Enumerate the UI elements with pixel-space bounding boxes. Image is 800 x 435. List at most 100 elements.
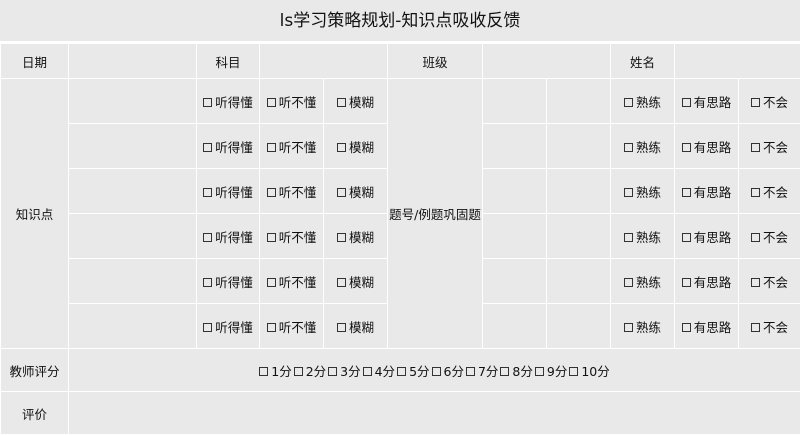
checkbox-option[interactable]: 不会 (750, 182, 788, 201)
checkbox-icon[interactable] (623, 232, 633, 242)
checkbox-icon[interactable] (203, 142, 213, 152)
checkbox-option[interactable]: 模糊 (336, 272, 374, 291)
checkbox-icon[interactable] (681, 232, 691, 242)
checkbox-option[interactable]: 不会 (750, 272, 788, 291)
checkbox-option[interactable]: 听不懂 (266, 317, 316, 336)
score-option[interactable]: 10分 (569, 364, 610, 379)
checkbox-icon[interactable] (500, 366, 510, 376)
exercise-field[interactable] (482, 78, 547, 124)
checkbox-icon[interactable] (266, 142, 276, 152)
checkbox-option[interactable]: 听不懂 (266, 92, 316, 111)
checkbox-option[interactable]: 听得懂 (203, 137, 253, 156)
checkbox-option[interactable]: 有思路 (681, 92, 731, 111)
checkbox-icon[interactable] (750, 142, 760, 152)
exercise-field[interactable] (546, 168, 611, 214)
checkbox-icon[interactable] (336, 322, 346, 332)
checkbox-option[interactable]: 不会 (750, 92, 788, 111)
checkbox-icon[interactable] (681, 187, 691, 197)
checkbox-option[interactable]: 熟练 (623, 92, 661, 111)
checkbox-icon[interactable] (336, 277, 346, 287)
checkbox-option[interactable]: 不会 (750, 227, 788, 246)
checkbox-icon[interactable] (750, 277, 760, 287)
score-option[interactable]: 1分 (259, 364, 292, 379)
checkbox-icon[interactable] (293, 366, 303, 376)
checkbox-option[interactable]: 听得懂 (203, 317, 253, 336)
checkbox-icon[interactable] (336, 232, 346, 242)
score-option[interactable]: 9分 (534, 364, 567, 379)
checkbox-option[interactable]: 熟练 (623, 272, 661, 291)
checkbox-icon[interactable] (465, 366, 475, 376)
score-option[interactable]: 3分 (328, 364, 361, 379)
checkbox-icon[interactable] (623, 97, 633, 107)
knowledge-point-field[interactable] (68, 78, 197, 124)
exercise-field[interactable] (482, 168, 547, 214)
exercise-field[interactable] (482, 258, 547, 304)
checkbox-option[interactable]: 听得懂 (203, 92, 253, 111)
checkbox-option[interactable]: 熟练 (623, 182, 661, 201)
checkbox-icon[interactable] (681, 142, 691, 152)
checkbox-option[interactable]: 听得懂 (203, 227, 253, 246)
checkbox-icon[interactable] (203, 187, 213, 197)
checkbox-option[interactable]: 不会 (750, 137, 788, 156)
checkbox-icon[interactable] (750, 322, 760, 332)
checkbox-icon[interactable] (750, 232, 760, 242)
checkbox-icon[interactable] (362, 366, 372, 376)
exercise-field[interactable] (546, 213, 611, 259)
name-field[interactable] (674, 43, 800, 79)
checkbox-icon[interactable] (336, 142, 346, 152)
knowledge-point-field[interactable] (68, 213, 197, 259)
exercise-field[interactable] (482, 123, 547, 169)
checkbox-icon[interactable] (203, 277, 213, 287)
checkbox-option[interactable]: 模糊 (336, 317, 374, 336)
checkbox-icon[interactable] (623, 187, 633, 197)
checkbox-icon[interactable] (623, 277, 633, 287)
checkbox-icon[interactable] (623, 142, 633, 152)
checkbox-icon[interactable] (397, 366, 407, 376)
checkbox-icon[interactable] (750, 97, 760, 107)
checkbox-icon[interactable] (750, 187, 760, 197)
exercise-field[interactable] (546, 78, 611, 124)
checkbox-icon[interactable] (203, 232, 213, 242)
checkbox-option[interactable]: 有思路 (681, 227, 731, 246)
checkbox-icon[interactable] (266, 322, 276, 332)
checkbox-option[interactable]: 模糊 (336, 227, 374, 246)
exercise-field[interactable] (482, 213, 547, 259)
checkbox-option[interactable]: 有思路 (681, 317, 731, 336)
knowledge-point-field[interactable] (68, 258, 197, 304)
checkbox-icon[interactable] (681, 97, 691, 107)
checkbox-icon[interactable] (259, 366, 269, 376)
checkbox-icon[interactable] (431, 366, 441, 376)
checkbox-icon[interactable] (336, 187, 346, 197)
checkbox-option[interactable]: 熟练 (623, 317, 661, 336)
checkbox-icon[interactable] (203, 97, 213, 107)
checkbox-option[interactable]: 听不懂 (266, 182, 316, 201)
evaluation-field[interactable] (68, 391, 800, 435)
score-option[interactable]: 8分 (500, 364, 533, 379)
checkbox-icon[interactable] (266, 187, 276, 197)
class-field[interactable] (482, 43, 611, 79)
score-option[interactable]: 5分 (397, 364, 430, 379)
checkbox-icon[interactable] (336, 97, 346, 107)
checkbox-option[interactable]: 有思路 (681, 137, 731, 156)
checkbox-icon[interactable] (266, 97, 276, 107)
checkbox-option[interactable]: 有思路 (681, 182, 731, 201)
score-option[interactable]: 6分 (431, 364, 464, 379)
checkbox-option[interactable]: 模糊 (336, 137, 374, 156)
knowledge-point-field[interactable] (68, 303, 197, 349)
exercise-field[interactable] (546, 123, 611, 169)
checkbox-icon[interactable] (569, 366, 579, 376)
checkbox-option[interactable]: 听不懂 (266, 137, 316, 156)
knowledge-point-field[interactable] (68, 168, 197, 214)
checkbox-icon[interactable] (623, 322, 633, 332)
checkbox-icon[interactable] (534, 366, 544, 376)
checkbox-icon[interactable] (328, 366, 338, 376)
score-option[interactable]: 2分 (293, 364, 326, 379)
checkbox-icon[interactable] (681, 277, 691, 287)
score-option[interactable]: 4分 (362, 364, 395, 379)
checkbox-option[interactable]: 熟练 (623, 227, 661, 246)
checkbox-option[interactable]: 不会 (750, 317, 788, 336)
checkbox-option[interactable]: 模糊 (336, 182, 374, 201)
checkbox-option[interactable]: 听不懂 (266, 272, 316, 291)
subject-field[interactable] (259, 43, 388, 79)
checkbox-option[interactable]: 模糊 (336, 92, 374, 111)
